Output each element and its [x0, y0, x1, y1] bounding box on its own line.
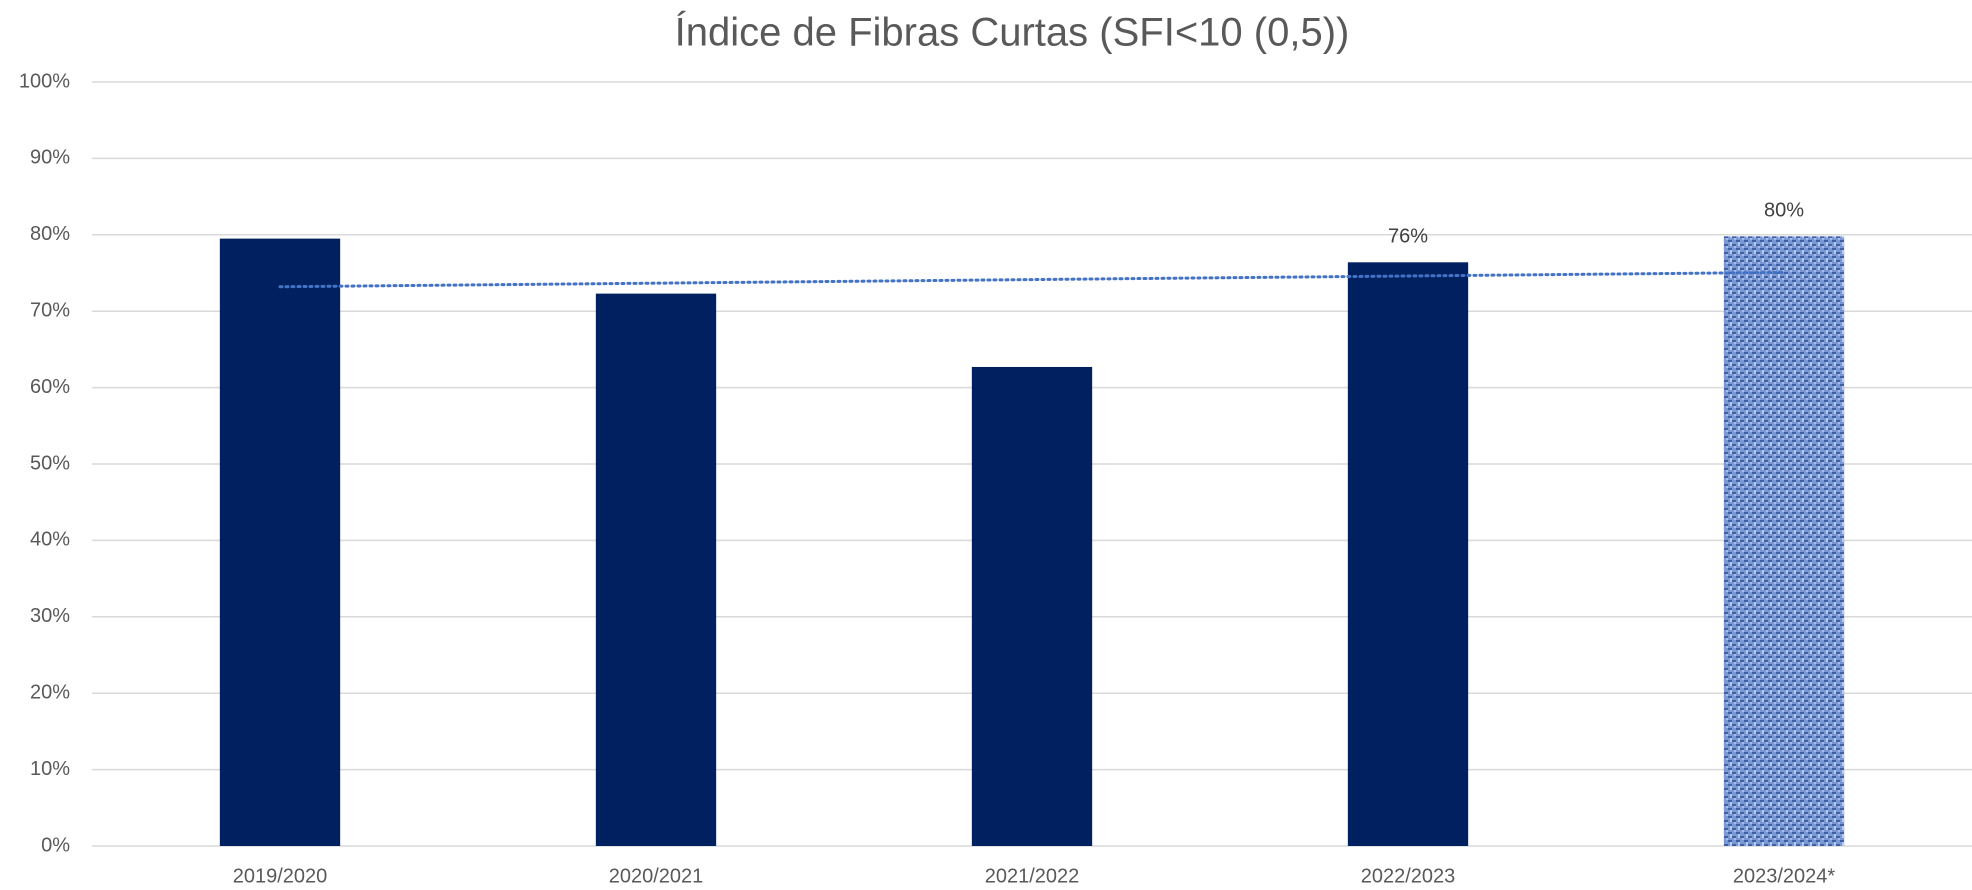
y-tick-label: 60% — [30, 376, 70, 398]
trendline — [278, 270, 1786, 289]
y-tick-label: 30% — [30, 605, 70, 627]
x-tick-label: 2023/2024* — [1733, 865, 1836, 887]
data-label: 76% — [1388, 226, 1428, 248]
data-label: 80% — [1764, 200, 1804, 222]
bar — [1347, 262, 1469, 847]
bar — [219, 238, 341, 846]
y-tick-label: 10% — [30, 758, 70, 780]
y-tick-label: 70% — [30, 299, 70, 321]
x-tick-label: 2020/2021 — [609, 865, 704, 887]
y-tick-label: 90% — [30, 147, 70, 169]
y-tick-label: 100% — [19, 70, 70, 92]
y-tick-label: 20% — [30, 681, 70, 703]
bar — [971, 366, 1093, 846]
y-tick-label: 40% — [30, 529, 70, 551]
y-tick-label: 80% — [30, 223, 70, 245]
x-tick-label: 2021/2022 — [985, 865, 1080, 887]
x-tick-label: 2022/2023 — [1361, 865, 1456, 887]
x-tick-label: 2019/2020 — [233, 865, 328, 887]
y-tick-label: 50% — [30, 452, 70, 474]
y-tick-label: 0% — [41, 834, 70, 856]
chart-title: Índice de Fibras Curtas (SFI<10 (0,5)) — [675, 10, 1350, 55]
bar — [595, 293, 717, 846]
bar — [1723, 236, 1845, 846]
